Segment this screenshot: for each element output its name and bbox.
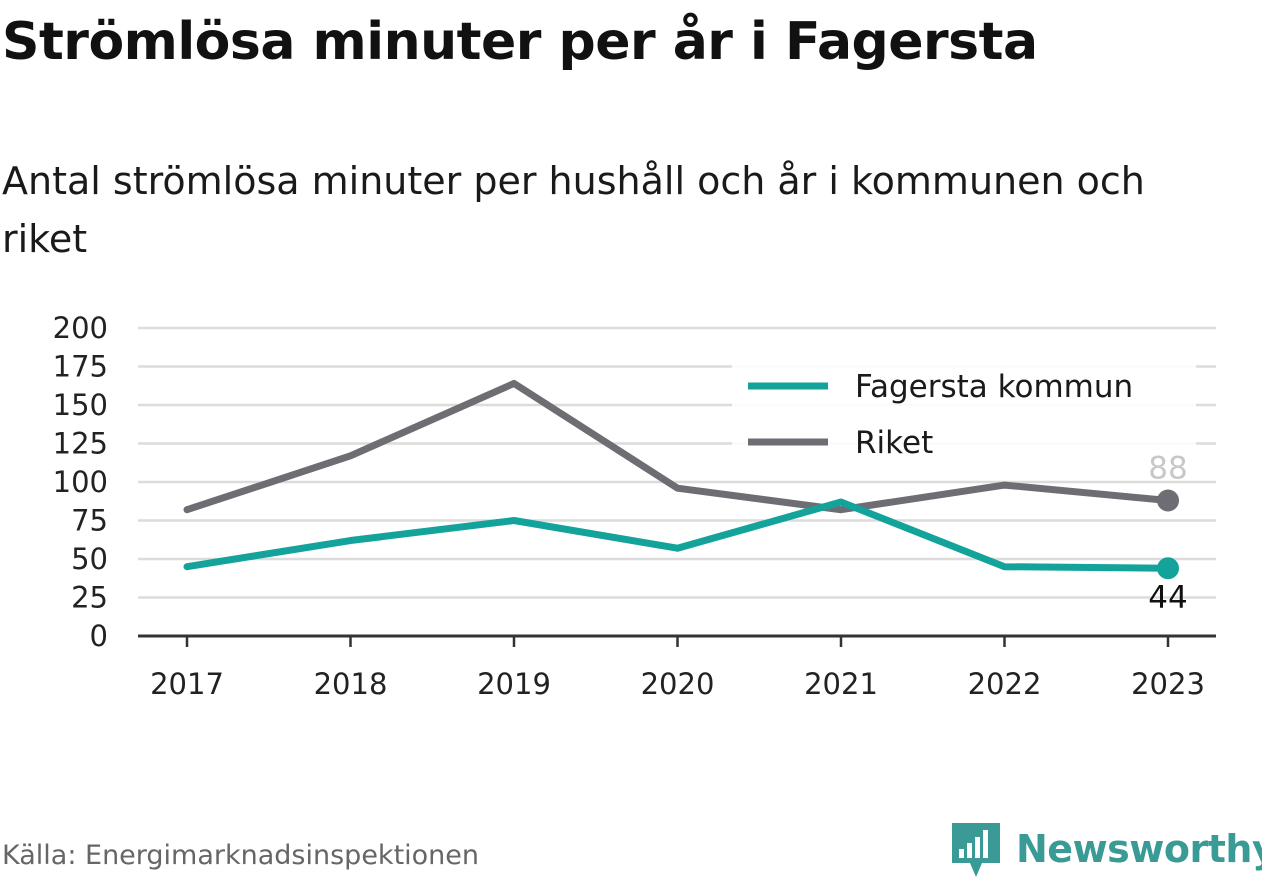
legend: Fagersta kommun Riket bbox=[732, 357, 1196, 475]
series-end-point-0 bbox=[1157, 557, 1179, 580]
legend-label: Riket bbox=[855, 425, 933, 461]
y-tick-label: 75 bbox=[71, 504, 108, 538]
y-tick-label: 200 bbox=[53, 311, 108, 345]
end-label-riket: 88 bbox=[1148, 450, 1187, 486]
y-tick-label: 25 bbox=[71, 581, 108, 615]
y-tick-label: 125 bbox=[53, 427, 108, 461]
series-line-0 bbox=[183, 498, 1172, 572]
x-tick-label: 2023 bbox=[1131, 667, 1205, 701]
x-tick-label: 2017 bbox=[150, 667, 224, 701]
x-tick-label: 2019 bbox=[477, 667, 551, 701]
x-axis: 2017 2018 2019 2020 2021 2022 2023 bbox=[138, 634, 1216, 701]
brand-name: Newsworthy bbox=[1016, 827, 1262, 871]
brand-logo: Newsworthy bbox=[950, 818, 1262, 880]
end-labels: 88 44 bbox=[1148, 450, 1187, 616]
y-tick-label: 150 bbox=[53, 388, 108, 422]
y-tick-label: 175 bbox=[53, 350, 108, 384]
series-end-point-1 bbox=[1157, 489, 1179, 512]
series-lines bbox=[183, 379, 1179, 580]
y-tick-label: 100 bbox=[53, 465, 108, 499]
legend-label: Fagersta kommun bbox=[855, 369, 1133, 405]
x-tick-label: 2022 bbox=[968, 667, 1042, 701]
chart-subtitle: Antal strömlösa minuter per hushåll och … bbox=[2, 159, 1145, 261]
legend-background bbox=[732, 357, 1196, 475]
y-tick-label: 50 bbox=[71, 542, 108, 576]
end-label-fagersta: 44 bbox=[1148, 580, 1187, 616]
y-tick-label: 0 bbox=[90, 619, 108, 653]
x-tick-label: 2018 bbox=[314, 667, 388, 701]
y-axis-ticks: 0 25 50 75 100 125 150 175 200 bbox=[53, 311, 108, 653]
newsworthy-logo-icon bbox=[952, 823, 1000, 877]
series-line-1 bbox=[183, 379, 1172, 514]
x-tick-label: 2020 bbox=[641, 667, 715, 701]
x-tick-label: 2021 bbox=[804, 667, 878, 701]
chart-title: Strömlösa minuter per år i Fagersta bbox=[2, 12, 1038, 72]
source-note: Källa: Energimarknadsinspektionen bbox=[2, 840, 480, 871]
